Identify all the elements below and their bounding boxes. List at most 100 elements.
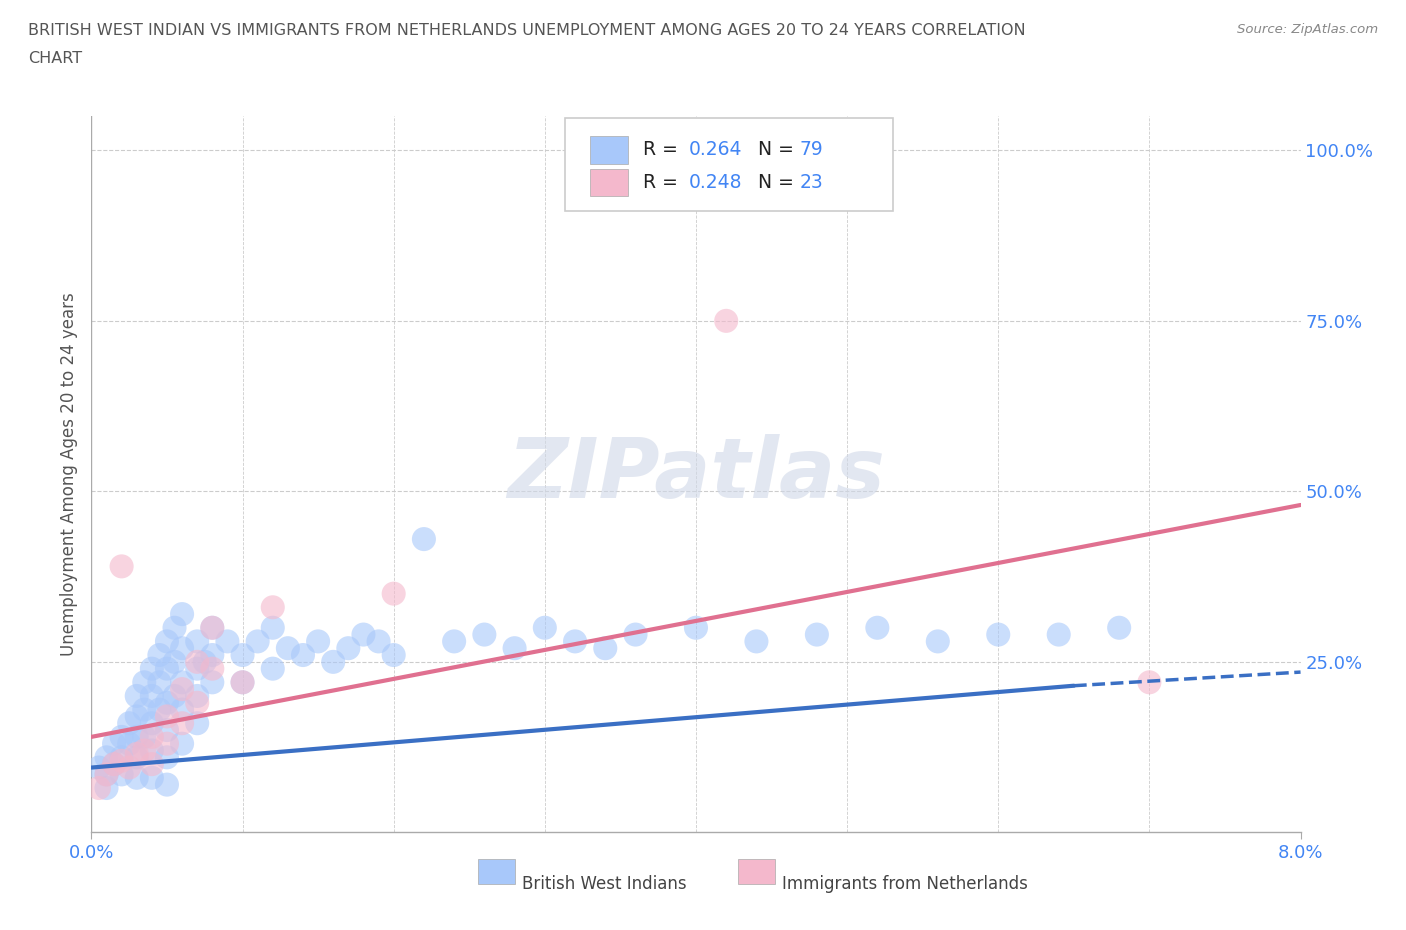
Point (103, 757, 125, 772)
Point (186, 688, 208, 703)
Point (134, 702, 156, 717)
Point (141, 716, 163, 731)
Point (111, 753, 132, 768)
Point (987, 627, 1010, 642)
Point (307, 634, 329, 649)
Point (172, 606, 194, 621)
Point (103, 737, 125, 751)
Point (125, 770, 148, 785)
Point (125, 688, 148, 703)
Point (172, 737, 194, 751)
Point (322, 655, 344, 670)
Point (382, 586, 405, 601)
Point (595, 641, 617, 656)
Point (163, 655, 186, 670)
Text: R =: R = (643, 140, 683, 159)
Text: R =: R = (643, 173, 683, 192)
Point (118, 716, 141, 731)
Point (172, 675, 194, 690)
Text: Source: ZipAtlas.com: Source: ZipAtlas.com (1237, 23, 1378, 36)
Point (156, 737, 179, 751)
Point (503, 641, 526, 656)
Point (156, 777, 179, 792)
Point (156, 750, 179, 764)
Text: 0.264: 0.264 (689, 140, 742, 159)
Point (186, 716, 208, 731)
Point (685, 620, 707, 635)
Point (624, 627, 647, 642)
FancyBboxPatch shape (478, 858, 515, 883)
Point (141, 661, 163, 676)
Point (134, 675, 156, 690)
Point (156, 696, 179, 711)
Text: CHART: CHART (28, 51, 82, 66)
Point (156, 709, 179, 724)
Point (148, 702, 170, 717)
Point (156, 661, 179, 676)
Point (201, 620, 224, 635)
Point (111, 767, 132, 782)
Point (125, 709, 148, 724)
Point (1108, 620, 1130, 635)
Point (87, 760, 110, 775)
Text: ZIPatlas: ZIPatlas (508, 433, 884, 515)
Point (163, 620, 186, 635)
Point (141, 757, 163, 772)
Point (103, 757, 125, 772)
Point (367, 634, 389, 649)
Point (186, 655, 208, 670)
Point (292, 647, 315, 662)
Point (96, 767, 118, 782)
Point (141, 770, 163, 785)
Point (125, 747, 148, 762)
Point (745, 634, 768, 649)
FancyBboxPatch shape (589, 168, 628, 195)
Point (201, 620, 224, 635)
Point (352, 627, 374, 642)
Point (186, 634, 208, 649)
Point (87, 780, 110, 795)
FancyBboxPatch shape (589, 137, 628, 164)
Point (533, 620, 555, 635)
Text: N =: N = (758, 173, 800, 192)
Point (134, 729, 156, 744)
Point (231, 675, 253, 690)
Text: 23: 23 (800, 173, 824, 192)
Point (118, 760, 141, 775)
Point (156, 634, 179, 649)
FancyBboxPatch shape (738, 858, 775, 883)
Point (337, 641, 360, 656)
Point (201, 675, 224, 690)
Point (186, 661, 208, 676)
Point (172, 716, 194, 731)
Point (231, 675, 253, 690)
Point (141, 729, 163, 744)
Point (141, 688, 163, 703)
Point (806, 627, 828, 642)
FancyBboxPatch shape (565, 118, 893, 211)
Point (172, 641, 194, 656)
Point (134, 743, 156, 758)
Point (201, 661, 224, 676)
Point (163, 688, 186, 703)
Point (125, 750, 148, 764)
Point (111, 729, 132, 744)
Point (262, 620, 284, 635)
Point (443, 634, 465, 649)
Point (1139, 675, 1161, 690)
Point (413, 532, 436, 547)
Point (111, 750, 132, 764)
Point (927, 634, 949, 649)
Text: 79: 79 (800, 140, 824, 159)
Text: British West Indians: British West Indians (522, 875, 686, 894)
Point (194, 655, 217, 670)
Point (246, 634, 269, 649)
Point (472, 627, 495, 642)
Text: BRITISH WEST INDIAN VS IMMIGRANTS FROM NETHERLANDS UNEMPLOYMENT AMONG AGES 20 TO: BRITISH WEST INDIAN VS IMMIGRANTS FROM N… (28, 23, 1026, 38)
Point (96, 767, 118, 782)
Y-axis label: Unemployment Among Ages 20 to 24 years: Unemployment Among Ages 20 to 24 years (59, 292, 77, 657)
Point (564, 634, 586, 649)
Point (382, 647, 405, 662)
Point (186, 696, 208, 711)
Point (201, 647, 224, 662)
